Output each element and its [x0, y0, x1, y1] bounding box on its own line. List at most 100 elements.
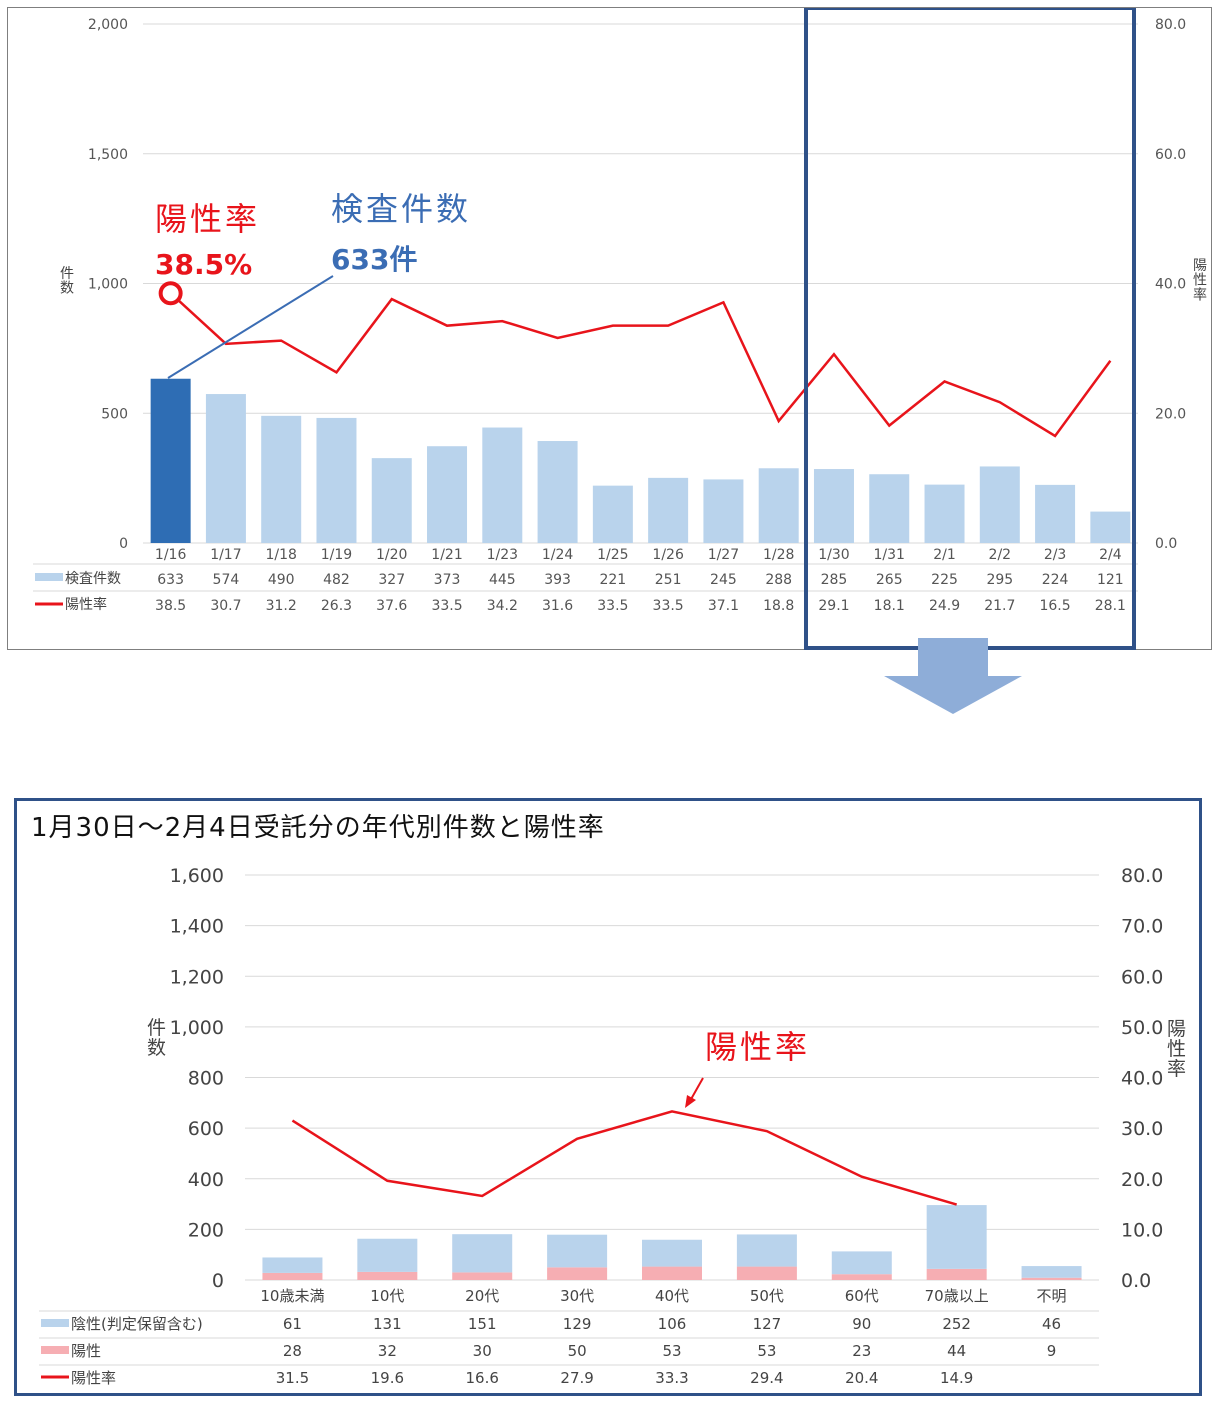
annotation-rate-label: 陽性率: [155, 200, 260, 238]
top-y-right-label: 陽性率: [1193, 258, 1207, 303]
top-bar: [758, 468, 799, 543]
top-rate-cell: 31.6: [542, 598, 573, 614]
top-rate-cell: 21.7: [984, 598, 1015, 614]
bottom-y-left-tick: 400: [188, 1169, 224, 1191]
bottom-positive-cell: 23: [852, 1342, 871, 1360]
bottom-rate-polyline: [291, 1110, 958, 1206]
top-bar: [924, 484, 965, 543]
top-bar: [371, 458, 412, 543]
bottom-annotation-rate-label: 陽性率: [705, 1028, 810, 1066]
bottom-bar-positive: [262, 1272, 323, 1280]
top-x-tick: 1/17: [210, 547, 241, 563]
bottom-bar-positive: [926, 1268, 987, 1280]
top-y-left-ticks: 2,000 1,500 1,000 500 0: [88, 17, 128, 552]
top-x-tick: 2/4: [1099, 547, 1122, 563]
bottom-x-tick: 10代: [370, 1287, 404, 1305]
top-rate-cell: 30.7: [210, 598, 241, 614]
bottom-positive-cell: 32: [378, 1342, 397, 1360]
bottom-y-right-tick: 70.0: [1121, 916, 1163, 938]
top-rate-cell: 37.1: [708, 598, 739, 614]
top-rate-cell: 38.5: [155, 598, 186, 614]
bottom-rate-cell: 27.9: [560, 1369, 593, 1387]
bottom-y-right-tick: 30.0: [1121, 1118, 1163, 1140]
top-bar: [869, 474, 910, 543]
top-bar: [592, 485, 633, 543]
top-x-tick: 1/23: [487, 547, 518, 563]
bottom-legend-negative-label: 陰性(判定保留含む): [71, 1315, 203, 1333]
bottom-y-left-tick: 1,400: [170, 916, 224, 938]
bottom-x-tick: 不明: [1037, 1287, 1067, 1305]
top-rate-cell: 24.9: [929, 598, 960, 614]
bottom-y-left-label: 件数: [147, 1017, 166, 1059]
annotation-count-value: 633件: [331, 243, 417, 276]
bottom-x-tick: 30代: [560, 1287, 594, 1305]
top-rate-cell: 16.5: [1039, 598, 1070, 614]
bottom-negative-cell: 46: [1042, 1315, 1061, 1333]
top-count-cell: 285: [821, 572, 848, 588]
highlight-frame: [804, 8, 1136, 650]
top-x-tick: 1/19: [321, 547, 352, 563]
top-x-tick: 1/20: [376, 547, 407, 563]
top-bar: [979, 466, 1020, 543]
top-rate-cell: 34.2: [487, 598, 518, 614]
top-count-cell: 288: [765, 572, 792, 588]
top-legend-bar-label: 検査件数: [65, 571, 121, 587]
bottom-negative-cell: 106: [658, 1315, 687, 1333]
top-count-cell: 121: [1097, 572, 1124, 588]
top-x-tick: 1/25: [597, 547, 628, 563]
top-count-cell: 482: [323, 572, 350, 588]
bottom-positive-cell: 30: [473, 1342, 492, 1360]
top-x-tick: 2/1: [933, 547, 956, 563]
top-rate-cell: 31.2: [266, 598, 297, 614]
top-x-tick: 2/3: [1044, 547, 1067, 563]
bottom-bar-negative: [452, 1234, 513, 1273]
bottom-legend-rate-label: 陽性率: [71, 1369, 116, 1387]
bottom-legend-negative-swatch: [41, 1319, 69, 1327]
bottom-bar-negative: [926, 1205, 987, 1269]
bottom-rate-cell: 16.6: [466, 1369, 499, 1387]
bottom-y-right-tick: 60.0: [1121, 966, 1163, 988]
bottom-bars: [262, 1205, 1082, 1280]
bottom-rate-cell: 29.4: [750, 1369, 783, 1387]
top-legend-bar-swatch: [35, 573, 63, 581]
bottom-negative-cell: 127: [753, 1315, 782, 1333]
bottom-annotation-arrow: [689, 1077, 704, 1102]
annotation-count-label: 検査件数: [331, 190, 471, 228]
top-rate-cell: 33.5: [653, 598, 684, 614]
annotation-rate-value: 38.5%: [155, 248, 252, 281]
bottom-bar-negative: [736, 1234, 797, 1267]
bottom-x-tick: 60代: [845, 1287, 879, 1305]
top-y-right-tick: 40.0: [1155, 277, 1186, 293]
top-x-tick: 1/21: [431, 547, 462, 563]
bottom-negative-cell: 131: [373, 1315, 402, 1333]
top-count-cell: 224: [1042, 572, 1069, 588]
top-rate-cell: 18.1: [874, 598, 905, 614]
top-count-cell: 295: [986, 572, 1013, 588]
bottom-y-right-tick: 10.0: [1121, 1219, 1163, 1241]
bottom-bar-positive: [642, 1266, 702, 1280]
top-x-tick: 1/18: [265, 547, 296, 563]
top-bar: [316, 417, 357, 543]
bottom-rate-cell: 14.9: [940, 1369, 973, 1387]
bottom-y-left-ticks: 1,600 1,400 1,200 1,000 800 600 400 200 0: [170, 865, 224, 1292]
top-x-tick: 1/30: [818, 547, 849, 563]
top-y-left-tick: 0: [119, 536, 128, 552]
top-rate-line: [169, 292, 1112, 438]
top-y-right-tick: 80.0: [1155, 17, 1186, 33]
top-count-cell: 225: [931, 572, 958, 588]
top-count-cell: 574: [213, 572, 240, 588]
top-bar: [150, 378, 191, 543]
bottom-y-left-tick: 200: [188, 1219, 224, 1241]
top-bar: [1035, 484, 1076, 543]
bottom-x-tick: 10歳未満: [260, 1287, 324, 1305]
bottom-negative-cell: 151: [468, 1315, 497, 1333]
bottom-y-right-label: 陽性率: [1167, 1018, 1186, 1080]
top-x-tick: 1/26: [652, 547, 684, 563]
top-count-cell: 221: [599, 572, 626, 588]
top-rate-cell: 33.5: [431, 598, 462, 614]
top-bars: [150, 378, 1131, 543]
bottom-rate-cell: 19.6: [371, 1369, 404, 1387]
top-bar: [482, 427, 523, 543]
bottom-bar-positive: [452, 1272, 513, 1280]
